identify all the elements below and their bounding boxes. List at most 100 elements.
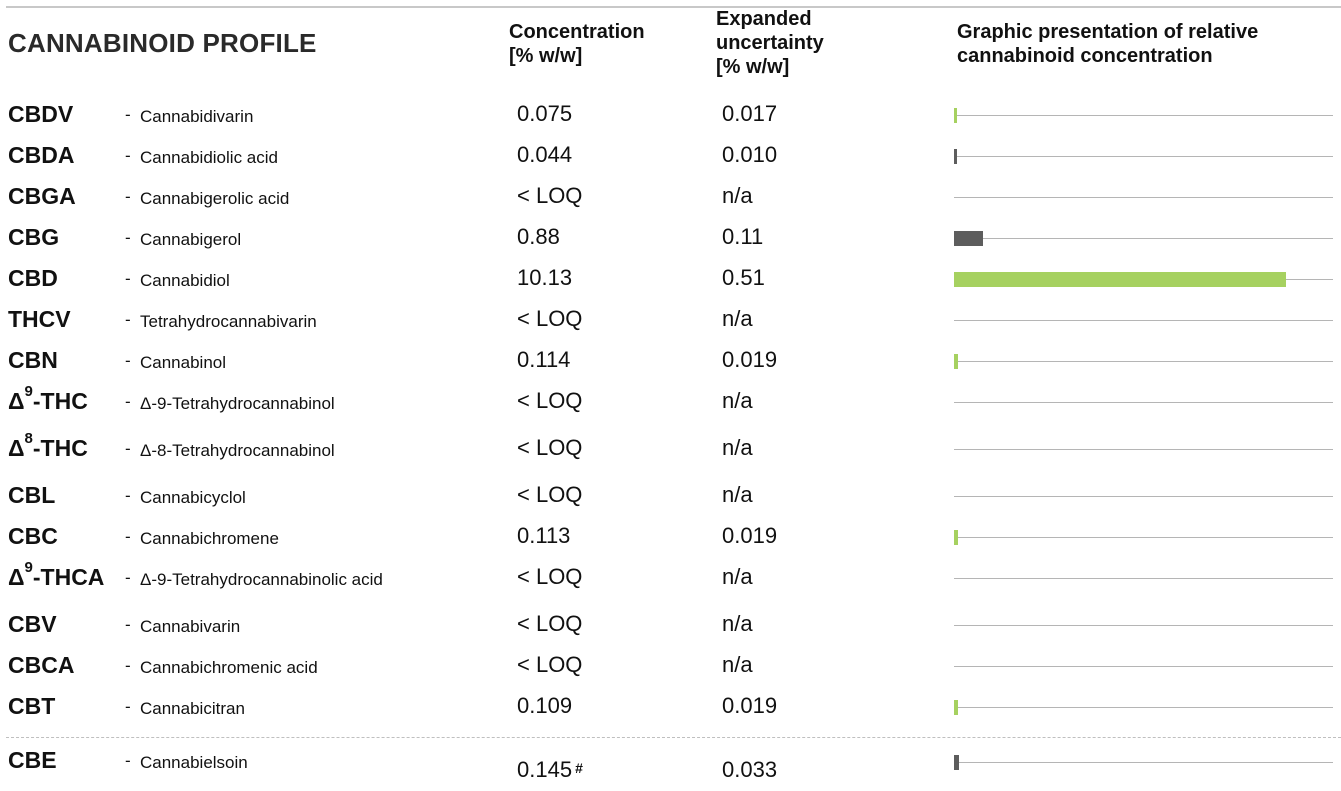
name-dash: -	[125, 392, 131, 411]
cannabinoid-abbreviation: CBGA	[8, 182, 76, 210]
cannabinoid-abbreviation: Δ8-THC	[8, 431, 88, 462]
table-row: CBCA - Cannabichromenic acid < LOQ n/a	[0, 651, 1341, 681]
concentration-text: 0.88	[517, 224, 560, 249]
abbreviation-text: CBGA	[8, 183, 76, 209]
name-dash: -	[125, 527, 131, 546]
graph-track-line	[954, 449, 1333, 450]
concentration-text: < LOQ	[517, 183, 583, 208]
cannabinoid-abbreviation: CBCA	[8, 651, 74, 679]
concentration-value: < LOQ	[517, 563, 582, 591]
abbreviation-text: CBE	[8, 747, 57, 773]
table-row: CBT - Cannabicitran 0.109 0.019	[0, 692, 1341, 722]
cannabinoid-name: Cannabicitran	[140, 699, 245, 718]
cannabinoid-abbreviation: CBD	[8, 264, 58, 292]
abbreviation-text: -THC	[32, 435, 88, 461]
cannabinoid-abbreviation: CBN	[8, 346, 58, 374]
concentration-text: 0.075	[517, 101, 573, 126]
name-dash: -	[125, 656, 131, 675]
cannabinoid-abbreviation: CBC	[8, 522, 58, 550]
cannabinoid-name: Tetrahydrocannabivarin	[140, 312, 317, 331]
concentration-text: < LOQ	[517, 388, 583, 413]
footnote-marker: #	[575, 760, 583, 776]
abbreviation-text: CBD	[8, 265, 58, 291]
concentration-bar	[954, 354, 958, 369]
abbreviation-text: THCV	[8, 306, 71, 332]
isomer-superscript: 9	[24, 559, 33, 576]
graph-header-line: cannabinoid concentration	[957, 45, 1213, 67]
concentration-bar	[954, 530, 958, 545]
concentration-text: 0.044	[517, 142, 573, 167]
graph-track-line	[954, 578, 1333, 579]
concentration-header-line: Concentration	[509, 21, 645, 43]
uncertainty-header-line: Expanded	[716, 8, 812, 30]
name-dash: -	[125, 228, 131, 247]
concentration-value: < LOQ	[517, 182, 582, 210]
graph-track-line	[954, 762, 1333, 763]
concentration-text: < LOQ	[517, 306, 583, 331]
cannabinoid-name: Δ-9-Tetrahydrocannabinolic acid	[140, 570, 383, 589]
concentration-text: 0.114	[517, 347, 571, 372]
abbreviation-text: CBG	[8, 224, 60, 250]
concentration-bar	[954, 272, 1286, 287]
cannabinoid-name: Cannabivarin	[140, 617, 241, 636]
cannabinoid-name: Cannabigerolic acid	[140, 189, 290, 208]
uncertainty-value: 0.019	[722, 523, 778, 548]
graph-track-line	[954, 496, 1333, 497]
concentration-value: < LOQ	[517, 481, 582, 509]
table-row: CBDV - Cannabidivarin 0.075 0.017	[0, 100, 1341, 130]
concentration-value: 0.114	[517, 346, 570, 374]
name-dash: -	[125, 615, 131, 634]
abbreviation-text: -THC	[32, 388, 88, 414]
table-row: CBGA - Cannabigerolic acid < LOQ n/a	[0, 182, 1341, 212]
uncertainty-value: n/a	[722, 611, 753, 636]
concentration-header: Concentration [% w/w]	[509, 20, 645, 68]
table-row: CBV - Cannabivarin < LOQ n/a	[0, 610, 1341, 640]
table-row: CBL - Cannabicyclol < LOQ n/a	[0, 481, 1341, 511]
page-title: CANNABINOID PROFILE	[8, 28, 317, 58]
cannabinoid-abbreviation: CBDA	[8, 141, 74, 169]
concentration-value: < LOQ	[517, 651, 582, 679]
abbreviation-text: CBDA	[8, 142, 75, 168]
cannabinoid-name: Cannabidiol	[140, 271, 230, 290]
cannabinoid-abbreviation: CBT	[8, 692, 55, 720]
concentration-value: < LOQ	[517, 387, 582, 415]
cannabinoid-abbreviation: CBL	[8, 481, 55, 509]
concentration-text: 10.13	[517, 265, 573, 290]
concentration-value: 0.044	[517, 141, 572, 169]
uncertainty-value: n/a	[722, 482, 753, 507]
cannabinoid-abbreviation: CBE	[8, 746, 57, 774]
uncertainty-header-line: uncertainty	[716, 32, 824, 54]
uncertainty-value: n/a	[722, 306, 753, 331]
uncertainty-value: n/a	[722, 388, 753, 413]
concentration-bar	[954, 755, 959, 770]
concentration-text: 0.113	[517, 523, 571, 548]
concentration-text: < LOQ	[517, 482, 583, 507]
graph-track-line	[954, 320, 1333, 321]
graph-track-line	[954, 156, 1333, 157]
uncertainty-value: 0.51	[722, 265, 765, 290]
uncertainty-value: n/a	[722, 564, 753, 589]
cannabinoid-name: Δ-8-Tetrahydrocannabinol	[140, 441, 335, 460]
cannabinoid-name: Δ-9-Tetrahydrocannabinol	[140, 394, 335, 413]
uncertainty-value: 0.11	[722, 224, 764, 249]
concentration-value: < LOQ	[517, 434, 582, 462]
cannabinoid-abbreviation: CBDV	[8, 100, 73, 128]
table-row: Δ9-THC - Δ-9-Tetrahydrocannabinol < LOQ n/a	[0, 384, 1341, 417]
name-dash: -	[125, 146, 131, 165]
graph-track-line	[954, 625, 1333, 626]
concentration-bar	[954, 108, 957, 123]
abbreviation-text: CBL	[8, 482, 56, 508]
concentration-value: 0.88	[517, 223, 560, 251]
concentration-header-unit: [% w/w]	[509, 45, 583, 67]
cannabinoid-name: Cannabidivarin	[140, 107, 254, 126]
uncertainty-header: Expanded uncertainty [% w/w]	[716, 7, 824, 79]
cannabinoid-abbreviation: Δ9-THCA	[8, 560, 104, 591]
abbreviation-text: CBV	[8, 611, 57, 637]
concentration-text: < LOQ	[517, 652, 583, 677]
table-row: CBDA - Cannabidiolic acid 0.044 0.010	[0, 141, 1341, 171]
uncertainty-value: 0.010	[722, 142, 778, 167]
concentration-text: < LOQ	[517, 435, 583, 460]
concentration-value: 10.13	[517, 264, 572, 292]
uncertainty-value: n/a	[722, 183, 753, 208]
uncertainty-header-unit: [% w/w]	[716, 56, 790, 78]
